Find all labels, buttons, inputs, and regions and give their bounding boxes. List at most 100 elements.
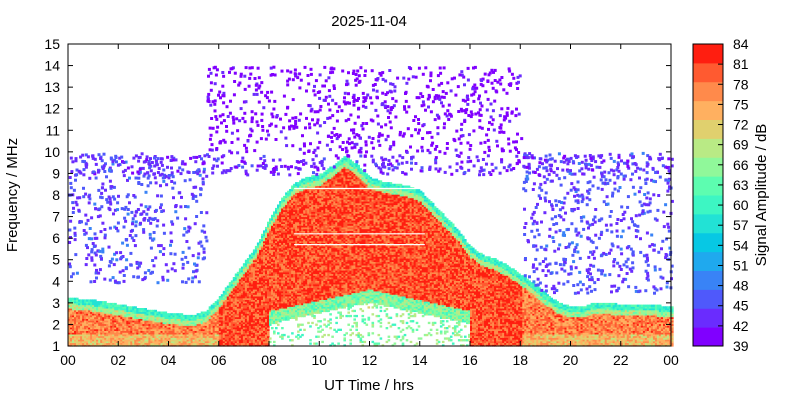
heatmap-cell — [216, 302, 220, 306]
heatmap-cell — [281, 302, 284, 306]
heatmap-cell — [299, 209, 302, 212]
heatmap-cell — [72, 316, 75, 319]
heatmap-cell — [287, 192, 290, 195]
heatmap-cell — [287, 237, 290, 240]
heatmap-cell — [315, 306, 318, 309]
heatmap-cell — [232, 297, 236, 300]
heatmap-cell — [261, 261, 264, 264]
heatmap-cell — [259, 251, 262, 254]
heatmap-cell — [132, 313, 135, 316]
heatmap-cell — [271, 259, 274, 262]
heatmap-cell — [250, 282, 254, 285]
heatmap-cell — [132, 309, 135, 313]
heatmap-cell — [116, 306, 119, 309]
heatmap-cell — [283, 242, 286, 245]
heatmap-cell — [82, 332, 85, 335]
heatmap-cell — [106, 327, 109, 330]
heatmap-cell — [321, 296, 324, 299]
heatmap-cell — [194, 342, 198, 345]
heatmap-cell — [164, 330, 168, 333]
heatmap-cell — [273, 330, 276, 333]
heatmap-cell — [142, 333, 145, 337]
heatmap-cell — [315, 275, 318, 278]
heatmap-cell — [100, 332, 103, 335]
heatmap-cell — [319, 190, 322, 193]
heatmap-cell — [267, 240, 270, 243]
heatmap-cell — [261, 328, 264, 331]
heatmap-cell — [158, 311, 162, 314]
heatmap-cell — [156, 342, 159, 345]
heatmap-cell — [301, 249, 304, 252]
heatmap-cell — [210, 306, 214, 309]
heatmap-cell — [254, 318, 258, 321]
heatmap-cell — [267, 328, 270, 331]
heatmap-cell — [261, 278, 264, 281]
heatmap-cell — [238, 289, 242, 292]
heatmap-cell — [309, 185, 312, 188]
heatmap-cell — [228, 296, 232, 299]
heatmap-cell — [256, 302, 260, 306]
heatmap-cell — [120, 311, 123, 314]
heatmap-cell — [190, 325, 194, 328]
heatmap-cell — [84, 314, 87, 318]
heatmap-cell — [74, 297, 77, 300]
heatmap-cell — [130, 306, 133, 309]
heatmap-cell — [256, 299, 260, 302]
heatmap-cell — [250, 306, 254, 309]
heatmap-cell — [138, 320, 141, 323]
heatmap-cell — [90, 314, 93, 318]
heatmap-cell — [142, 344, 145, 347]
heatmap-cell — [254, 294, 258, 297]
heatmap-cell — [86, 333, 89, 337]
heatmap-cell — [106, 344, 109, 347]
heatmap-cell — [287, 232, 290, 235]
heatmap-cell — [210, 304, 214, 307]
heatmap-cell — [291, 316, 294, 319]
heatmap-cell — [307, 235, 310, 238]
heatmap-cell — [132, 308, 135, 311]
heatmap-cell — [94, 311, 97, 314]
heatmap-cell — [220, 330, 224, 333]
heatmap-cell — [146, 321, 149, 325]
heatmap-cell — [279, 214, 282, 218]
heatmap-cell — [220, 340, 224, 344]
heatmap-cell — [248, 290, 252, 294]
heatmap-cell — [281, 251, 284, 254]
heatmap-cell — [198, 321, 202, 325]
heatmap-cell — [114, 344, 117, 347]
heatmap-cell — [256, 313, 260, 316]
heatmap-cell — [158, 344, 162, 347]
heatmap-cell — [299, 258, 302, 261]
heatmap-cell — [299, 277, 302, 280]
heatmap-cell — [309, 183, 312, 187]
heatmap-cell — [234, 320, 238, 323]
heatmap-cell — [283, 313, 286, 316]
heatmap-cell — [267, 271, 270, 275]
heatmap-cell — [160, 330, 164, 333]
heatmap-cell — [248, 256, 252, 259]
heatmap-cell — [206, 330, 210, 333]
heatmap-cell — [132, 314, 135, 318]
heatmap-cell — [319, 247, 322, 250]
heatmap-cell — [283, 232, 286, 235]
heatmap-cell — [299, 285, 302, 288]
heatmap-cell — [313, 264, 316, 268]
heatmap-cell — [311, 306, 314, 309]
heatmap-cell — [317, 256, 320, 259]
heatmap-cell — [299, 202, 302, 206]
heatmap-cell — [319, 289, 322, 292]
heatmap-cell — [297, 306, 300, 309]
heatmap-cell — [230, 327, 234, 330]
heatmap-cell — [200, 311, 204, 314]
heatmap-cell — [301, 237, 304, 240]
heatmap-cell — [116, 339, 119, 342]
heatmap-cell — [265, 311, 268, 314]
heatmap-cell — [311, 294, 314, 297]
heatmap-cell — [104, 335, 107, 338]
heatmap-cell — [212, 318, 216, 321]
heatmap-cell — [315, 278, 318, 281]
heatmap-cell — [218, 313, 222, 316]
heatmap-cell — [289, 254, 292, 257]
heatmap-cell — [287, 220, 290, 223]
heatmap-cell — [210, 314, 214, 318]
